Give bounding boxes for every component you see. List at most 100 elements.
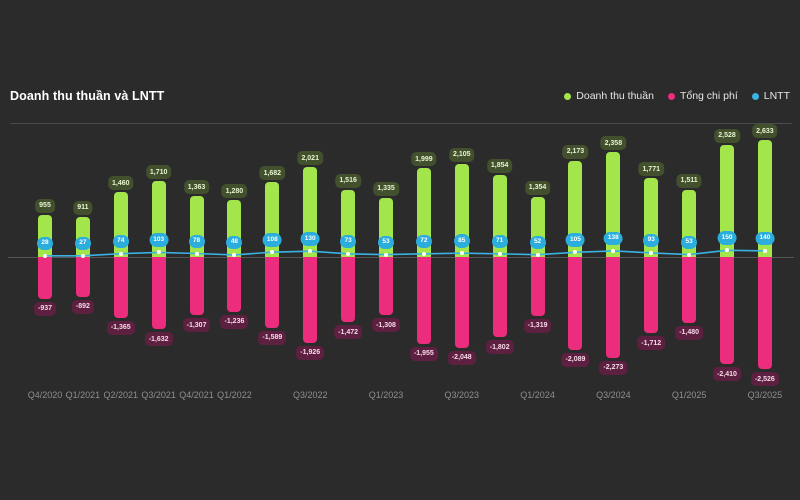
x-axis-label: Q3/2025	[747, 390, 783, 400]
cost-value-label: -1,632	[144, 332, 173, 347]
cost-bar	[75, 257, 90, 297]
revenue-value-label: 1,280	[221, 184, 248, 199]
legend: Doanh thu thuần Tổng chi phí LNTT	[564, 90, 790, 102]
lntt-value-bubble: 52	[529, 235, 546, 250]
cost-value-label: -2,526	[750, 372, 779, 387]
cost-bar	[568, 257, 583, 350]
revenue-value-label: 1,354	[524, 180, 551, 195]
cost-value-label: -892	[71, 299, 94, 314]
x-axis-label: Q1/2022	[217, 390, 252, 400]
chart-header: Doanh thu thuần và LNTT Doanh thu thuần T…	[10, 86, 790, 106]
revenue-value-label: 1,516	[335, 173, 361, 188]
cost-value-label: -1,802	[485, 340, 514, 354]
lntt-point-dot	[232, 252, 237, 257]
cost-bar	[303, 257, 318, 343]
legend-item-tong-chi-phi[interactable]: Tổng chi phí	[667, 90, 738, 102]
lntt-value-bubble: 27	[74, 236, 91, 251]
cost-bar	[757, 257, 772, 370]
cost-bar	[189, 257, 204, 316]
cost-value-label: -2,089	[561, 352, 590, 367]
revenue-value-label: 1,682	[259, 166, 286, 181]
lntt-point-dot	[346, 251, 351, 256]
revenue-value-label: 2,105	[449, 147, 475, 162]
legend-label: Doanh thu thuần	[576, 90, 654, 102]
cost-value-label: -2,048	[447, 350, 476, 365]
revenue-bar	[720, 144, 735, 257]
lntt-point-dot	[497, 251, 502, 256]
x-axis-label: Q1/2021	[65, 390, 101, 400]
revenue-value-label: 1,999	[411, 152, 437, 167]
revenue-value-label: 1,363	[183, 180, 210, 195]
lntt-value-bubble: 73	[340, 234, 357, 249]
cost-value-label: -2,410	[713, 367, 741, 381]
cost-bar	[379, 257, 393, 316]
cost-value-label: -937	[33, 301, 57, 316]
cost-bar	[38, 257, 52, 299]
cost-value-label: -1,589	[258, 330, 287, 345]
x-axis-label: Q4/2020	[27, 390, 63, 400]
legend-dot-doanh-thu-thuan	[564, 92, 572, 100]
x-axis-label: Q1/2023	[368, 390, 404, 400]
lntt-point-dot	[156, 250, 161, 255]
cost-value-label: -2,273	[599, 360, 628, 375]
lntt-point-dot	[118, 251, 123, 256]
lntt-point-dot	[421, 251, 426, 256]
cost-value-label: -1,955	[409, 346, 438, 361]
revenue-value-label: 2,021	[297, 151, 323, 166]
cost-value-label: -1,472	[334, 325, 363, 340]
lntt-point-dot	[80, 253, 85, 258]
cost-bar	[151, 257, 166, 330]
revenue-value-label: 1,710	[145, 165, 172, 180]
lntt-value-bubble: 140	[755, 231, 775, 246]
legend-dot-tong-chi-phi	[667, 92, 675, 100]
revenue-bar	[757, 140, 772, 257]
x-axis-label: Q3/2024	[596, 390, 631, 400]
legend-label: Tổng chi phí	[679, 90, 738, 102]
lntt-point-dot	[194, 251, 199, 256]
cost-value-label: -1,365	[106, 320, 135, 335]
cost-bar	[113, 257, 128, 318]
cost-bar	[720, 257, 735, 364]
cost-bar	[341, 257, 356, 323]
cost-value-label: -1,308	[372, 318, 400, 333]
revenue-bar	[606, 152, 621, 257]
cost-value-label: -1,307	[182, 318, 211, 333]
cost-bar	[265, 257, 280, 328]
cost-bar	[644, 257, 659, 333]
revenue-value-label: 1,771	[638, 162, 664, 177]
cost-value-label: -1,319	[523, 318, 552, 333]
lntt-point-dot	[535, 252, 540, 257]
lntt-value-bubble: 138	[603, 231, 623, 246]
lntt-value-bubble: 53	[681, 235, 698, 250]
x-axis-label: Q2/2021	[103, 390, 139, 400]
cost-bar	[682, 257, 697, 323]
lntt-point-dot	[308, 249, 313, 254]
lntt-value-bubble: 108	[262, 233, 282, 247]
x-axis-label: Q3/2022	[292, 390, 328, 400]
lntt-point-dot	[384, 252, 388, 257]
legend-item-doanh-thu-thuan[interactable]: Doanh thu thuần	[564, 90, 654, 102]
cost-bar	[492, 257, 507, 337]
lntt-point-dot	[649, 250, 654, 255]
revenue-value-label: 2,358	[600, 136, 627, 151]
revenue-value-label: 2,173	[562, 144, 589, 159]
lntt-value-bubble: 53	[378, 235, 394, 250]
lntt-value-bubble: 85	[453, 234, 470, 248]
zero-axis-line	[8, 257, 794, 258]
legend-dot-lntt	[751, 92, 759, 100]
lntt-value-bubble: 103	[149, 233, 169, 247]
lntt-value-bubble: 93	[643, 233, 660, 248]
legend-item-lntt[interactable]: LNTT	[751, 90, 790, 102]
lntt-value-bubble: 105	[566, 233, 585, 247]
revenue-value-label: 1,511	[676, 173, 702, 188]
cost-bar	[416, 257, 431, 344]
revenue-value-label: 2,633	[752, 124, 778, 139]
cost-value-label: -1,236	[220, 314, 249, 329]
cost-value-label: -1,926	[296, 345, 325, 360]
revenue-bar	[454, 163, 469, 257]
cost-bar	[606, 257, 621, 358]
revenue-value-label: 1,460	[108, 176, 134, 191]
header-divider	[10, 123, 792, 124]
